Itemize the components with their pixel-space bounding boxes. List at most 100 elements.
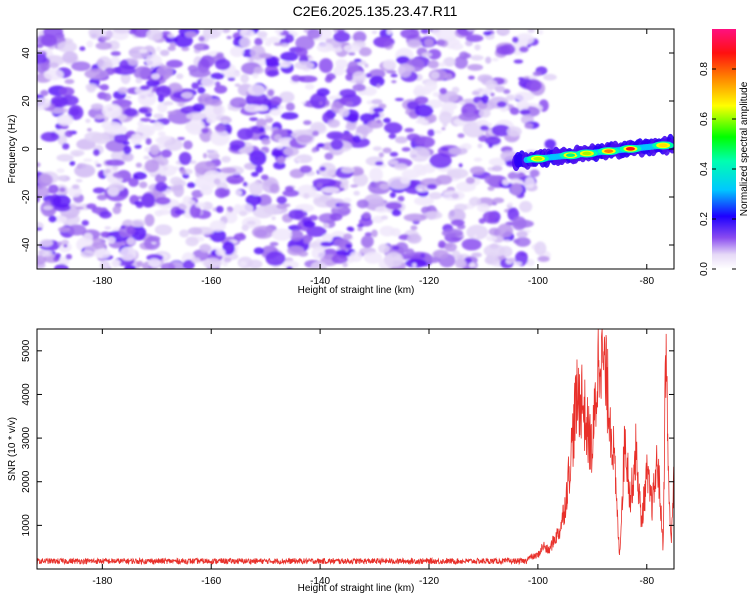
noise-blob xyxy=(347,61,359,73)
noise-blob xyxy=(96,194,108,201)
noise-blob xyxy=(371,229,378,238)
y-tick-label: 1000 xyxy=(21,514,32,537)
noise-blob xyxy=(174,209,186,215)
noise-blob xyxy=(476,203,490,213)
noise-blob xyxy=(422,163,436,174)
noise-blob xyxy=(201,102,226,119)
noise-blob xyxy=(138,107,149,114)
noise-blob xyxy=(86,40,94,48)
noise-blob xyxy=(192,103,206,112)
noise-blob xyxy=(245,92,268,105)
noise-blob xyxy=(358,46,372,57)
noise-blob xyxy=(468,75,475,80)
noise-blob xyxy=(54,253,62,259)
noise-blob xyxy=(414,104,434,117)
noise-blob xyxy=(391,246,400,251)
noise-blob xyxy=(120,225,126,229)
noise-blob xyxy=(155,85,172,98)
noise-blob xyxy=(64,130,73,138)
noise-blob xyxy=(374,206,388,214)
noise-blob xyxy=(317,143,325,148)
noise-blob xyxy=(482,211,497,224)
noise-blob xyxy=(77,162,87,169)
noise-blob xyxy=(312,130,319,137)
colorbar-tick-label: 0.6 xyxy=(699,112,710,126)
noise-blob xyxy=(336,249,347,256)
noise-blob xyxy=(441,228,464,238)
noise-blob xyxy=(253,247,264,255)
noise-blob xyxy=(86,203,97,210)
noise-blob xyxy=(169,42,177,48)
noise-blob xyxy=(40,131,60,142)
noise-blob xyxy=(108,182,125,192)
noise-blob xyxy=(304,83,315,90)
noise-blob xyxy=(307,29,322,39)
noise-blob xyxy=(251,225,274,239)
noise-blob xyxy=(488,157,507,167)
noise-blob xyxy=(106,236,116,244)
noise-blob xyxy=(378,243,390,254)
noise-blob xyxy=(357,227,363,232)
noise-blob xyxy=(321,233,334,243)
noise-blob xyxy=(269,241,279,247)
noise-blob xyxy=(206,149,218,155)
noise-blob xyxy=(391,209,402,217)
noise-blob xyxy=(237,128,254,141)
noise-blob xyxy=(308,56,314,61)
noise-blob xyxy=(420,29,430,34)
noise-blob xyxy=(461,238,482,251)
noise-blob xyxy=(401,147,411,152)
noise-blob xyxy=(62,143,70,150)
noise-blob xyxy=(221,119,228,125)
noise-blob xyxy=(448,147,468,155)
noise-blob xyxy=(339,187,345,191)
noise-blob xyxy=(193,43,210,51)
noise-blob xyxy=(338,107,350,117)
noise-blob xyxy=(443,57,456,67)
noise-blob xyxy=(139,85,151,91)
noise-blob xyxy=(325,99,330,106)
noise-blob xyxy=(137,195,143,200)
noise-blob xyxy=(167,110,177,115)
noise-blob xyxy=(259,126,266,133)
noise-blob xyxy=(139,117,151,122)
noise-blob xyxy=(209,229,227,243)
y-tick-label: 5000 xyxy=(21,339,32,362)
noise-blob xyxy=(446,168,469,179)
noise-blob xyxy=(167,46,176,52)
x-tick-label: -100 xyxy=(528,276,548,287)
noise-blob xyxy=(391,80,397,84)
noise-blob xyxy=(154,209,164,217)
noise-blob xyxy=(406,233,422,244)
signal-peak xyxy=(566,153,576,158)
noise-blob xyxy=(75,179,83,183)
noise-blob xyxy=(184,123,201,132)
top-x-axis: -180 -160 -140 -120 -100 -80 xyxy=(92,29,654,287)
noise-blob xyxy=(182,259,195,269)
noise-blob xyxy=(329,213,343,221)
noise-blob xyxy=(331,254,348,264)
noise-blob xyxy=(433,249,449,260)
noise-blob xyxy=(265,251,286,266)
noise-blob xyxy=(114,65,136,76)
noise-blob xyxy=(56,168,65,174)
noise-blob xyxy=(125,95,132,99)
noise-blob xyxy=(503,89,511,94)
noise-blob xyxy=(282,189,300,197)
noise-blob xyxy=(201,127,209,134)
noise-blob xyxy=(120,72,131,85)
noise-blob xyxy=(286,266,293,269)
noise-blob xyxy=(513,91,535,101)
noise-blob xyxy=(273,161,286,170)
noise-blob xyxy=(160,262,176,269)
noise-blob xyxy=(274,29,284,34)
noise-blob xyxy=(48,215,57,223)
noise-blob xyxy=(125,58,133,62)
noise-blob xyxy=(101,103,123,119)
noise-blob xyxy=(264,40,272,47)
noise-blob xyxy=(187,227,203,236)
noise-blob xyxy=(303,220,316,228)
noise-blob xyxy=(383,252,404,268)
noise-blob xyxy=(400,29,420,39)
noise-blob xyxy=(372,215,384,224)
